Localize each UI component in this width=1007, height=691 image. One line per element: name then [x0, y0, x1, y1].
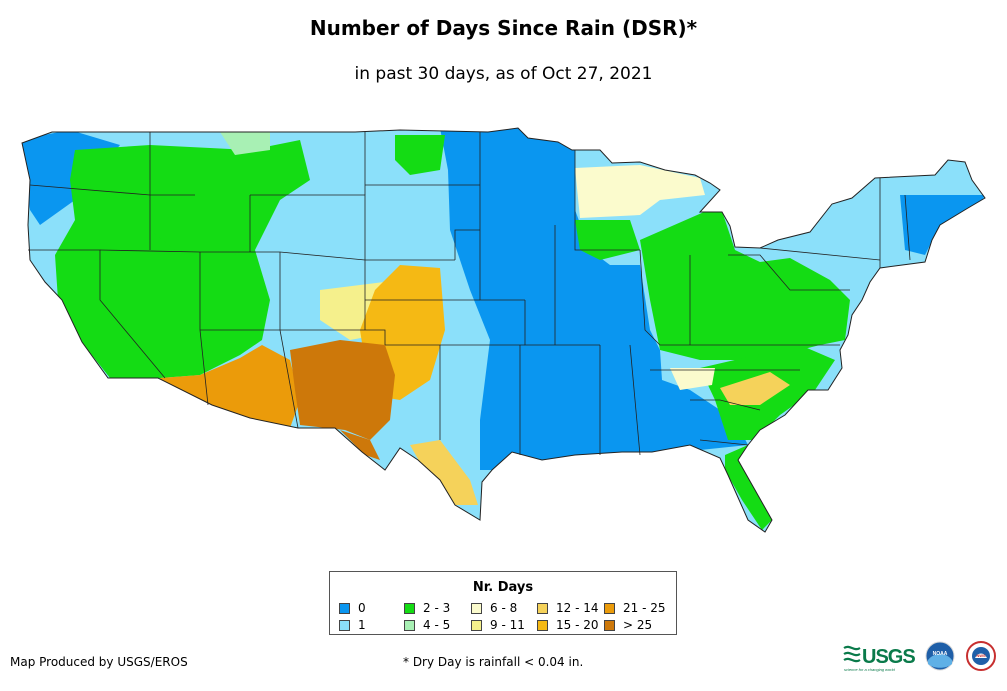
- zone-21-25-days-arizona: [160, 345, 300, 428]
- zone-6-8-days-upper-midwest: [575, 165, 705, 218]
- legend-item-over-25: > 25: [604, 619, 652, 632]
- legend-swatch: [604, 620, 615, 631]
- legend-item-0: 0: [339, 602, 366, 615]
- zone-2-3-days-florida: [725, 445, 772, 530]
- legend-swatch: [339, 620, 350, 631]
- zone-2-3-days-east: [640, 205, 850, 360]
- zone-2-3-days-minnesota: [395, 135, 445, 175]
- map-title: Number of Days Since Rain (DSR)*: [309, 16, 698, 40]
- legend-item-9-11: 9 - 11: [471, 619, 525, 632]
- legend-item-4-5: 4 - 5: [404, 619, 450, 632]
- legend-item-6-8: 6 - 8: [471, 602, 517, 615]
- zone-12-14-days-carolina: [720, 372, 790, 405]
- legend-swatch: [404, 620, 415, 631]
- legend-swatch: [537, 603, 548, 614]
- nws-logo: NWS: [966, 641, 996, 671]
- legend: Nr. Days 0 1 2 - 3 4 - 5 6 - 8 9 - 11 12…: [329, 571, 677, 635]
- map-subtitle: in past 30 days, as of Oct 27, 2021: [354, 64, 653, 84]
- zone-0-days-northeast: [900, 195, 985, 255]
- state-borders: [21, 127, 986, 533]
- svg-text:USGS: USGS: [862, 646, 915, 668]
- zone-over-25-days-west-texas: [340, 430, 380, 460]
- legend-item-15-20: 15 - 20: [537, 619, 599, 632]
- zone-4-5-days-montana: [220, 132, 270, 155]
- legend-swatch: [604, 603, 615, 614]
- svg-text:science for a changing world: science for a changing world: [844, 667, 895, 672]
- legend-swatch: [339, 603, 350, 614]
- legend-item-2-3: 2 - 3: [404, 602, 450, 615]
- usgs-logo: USGS science for a changing world: [843, 645, 916, 672]
- zone-6-8-days-appalachia: [670, 368, 715, 390]
- legend-swatch: [471, 603, 482, 614]
- legend-swatch: [404, 603, 415, 614]
- producer-credit: Map Produced by USGS/EROS: [10, 655, 188, 669]
- zone-12-14-days-texas: [410, 440, 478, 505]
- legend-swatch: [537, 620, 548, 631]
- zone-0-days-central: [440, 128, 748, 470]
- dry-day-note: * Dry Day is rainfall < 0.04 in.: [403, 655, 584, 669]
- legend-title: Nr. Days: [472, 580, 534, 595]
- legend-item-12-14: 12 - 14: [537, 602, 599, 615]
- svg-text:NWS: NWS: [976, 653, 986, 658]
- agency-logos: USGS science for a changing world NOAA N…: [843, 641, 996, 672]
- svg-text:NOAA: NOAA: [933, 651, 948, 657]
- legend-item-1: 1: [339, 619, 366, 632]
- noaa-logo: NOAA: [925, 641, 955, 671]
- zone-2-3-days-idaho: [150, 195, 255, 255]
- precip-raster: [22, 128, 985, 532]
- zone-over-25-days-newmexico: [290, 340, 395, 440]
- legend-item-21-25: 21 - 25: [604, 602, 666, 615]
- legend-swatch: [471, 620, 482, 631]
